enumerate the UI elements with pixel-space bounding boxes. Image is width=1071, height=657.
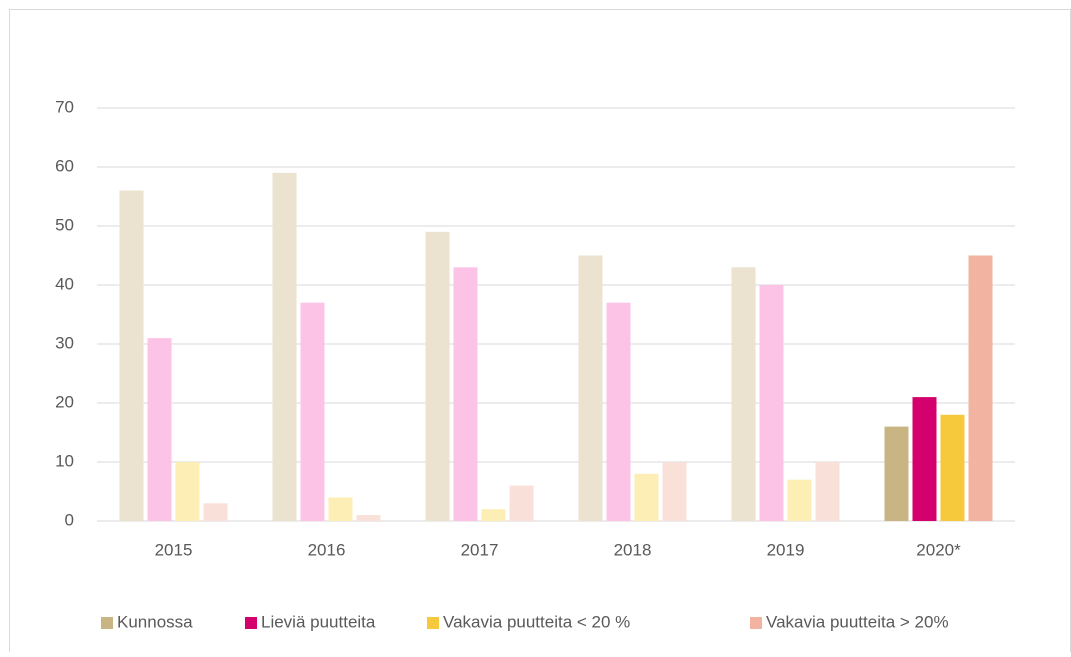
x-tick-label: 2015 [155,540,193,559]
bar [425,231,450,521]
bar [509,485,534,521]
y-tick-label: 0 [65,510,74,529]
y-tick-label: 20 [55,392,74,411]
x-tick-label: 2019 [767,540,805,559]
y-tick-label: 70 [55,97,74,116]
bar [787,479,812,521]
bar [328,497,353,521]
bar [815,462,840,521]
bar [119,190,144,521]
bar [578,255,603,521]
legend-swatch [427,617,439,629]
x-tick-label: 2018 [614,540,652,559]
bar [203,503,228,521]
bar [453,267,478,521]
bar [731,267,756,521]
bar [606,302,631,521]
bar [968,255,993,521]
y-tick-label: 30 [55,333,74,352]
legend-label: Lieviä puutteita [261,612,376,631]
x-tick-label: 2016 [308,540,346,559]
bar [356,515,381,521]
legend-swatch [101,617,113,629]
bar [300,302,325,521]
legend-label: Vakavia puutteita > 20% [766,612,949,631]
bar [481,509,506,521]
y-tick-label: 40 [55,274,74,293]
x-tick-label: 2020* [916,540,961,559]
x-tick-label: 2017 [461,540,499,559]
legend-label: Vakavia puutteita < 20 % [443,612,630,631]
bar [272,172,297,521]
bar [662,462,687,521]
y-tick-label: 60 [55,156,74,175]
y-tick-label: 50 [55,215,74,234]
bar [147,338,172,521]
legend-label: Kunnossa [117,612,193,631]
bar [940,414,965,521]
bar [634,473,659,521]
bar [912,397,937,521]
legend-swatch [750,617,762,629]
bar [759,285,784,521]
bar [884,426,909,521]
legend-swatch [245,617,257,629]
bar [175,462,200,521]
y-tick-label: 10 [55,451,74,470]
